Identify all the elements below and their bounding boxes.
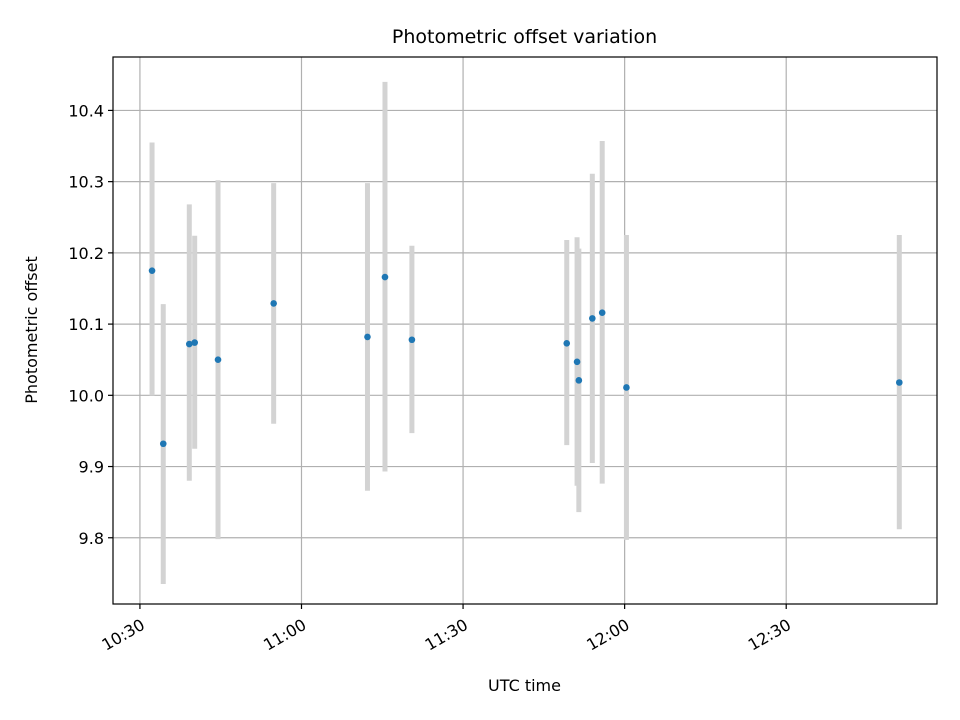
y-axis-ticks: 9.8 9.9 10.0 10.1 10.2 10.3 10.4 [68,101,113,548]
data-point [185,340,193,348]
data-point [408,336,416,344]
y-tick-label: 10.3 [68,173,104,192]
data-point [191,339,198,346]
data-point [563,340,571,347]
data-point [623,384,630,391]
y-tick-label: 10.2 [68,244,104,263]
data-point [364,333,371,341]
data-point [573,358,581,366]
y-tick-label: 9.9 [79,458,104,477]
y-tick-label: 9.8 [79,529,104,548]
y-tick-label: 10.4 [68,101,104,120]
data-points [148,267,903,448]
data-point [381,273,389,281]
data-point [589,315,596,322]
data-point [598,309,606,316]
plot-area-frame [112,56,938,605]
data-point [270,300,277,307]
data-point [159,440,167,448]
y-axis-label: Photometric offset [22,256,41,404]
y-tick-label: 10.1 [68,315,104,334]
grid-lines [113,57,937,604]
data-point [896,379,903,386]
y-tick-label: 10.0 [68,386,104,405]
chart-title: Photometric offset variation [392,26,657,48]
data-point [214,356,222,364]
data-point [148,267,156,274]
data-point [575,377,583,384]
x-axis-label: UTC time [488,676,561,695]
